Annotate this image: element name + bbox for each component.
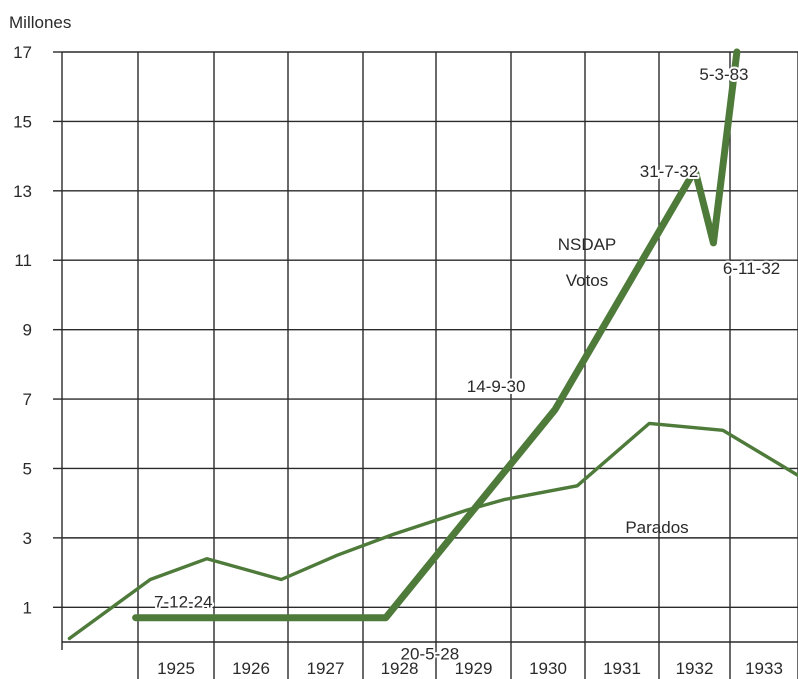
series-line-nsdap [132, 48, 741, 622]
x-year-label: 1925 [157, 659, 195, 678]
series-label-parados: Parados [625, 518, 688, 537]
series-line-parados [67, 421, 798, 641]
series-label-nsdap: NSDAP [558, 235, 617, 254]
date-annotation: 31-7-32 [640, 162, 699, 181]
date-annotation: 5-3-83 [699, 65, 748, 84]
x-year-label: 1927 [307, 659, 345, 678]
x-year-label: 1933 [745, 659, 783, 678]
x-year-label: 1929 [455, 659, 493, 678]
x-year-label: 1928 [381, 659, 419, 678]
y-tick-label: 17 [13, 43, 32, 62]
date-annotation: 14-9-30 [467, 377, 526, 396]
date-annotation: 7-12-24 [154, 592, 213, 611]
y-axis-label: Millones [9, 13, 71, 32]
x-year-label: 1926 [232, 659, 270, 678]
date-annotation: 20-5-28 [401, 644, 460, 663]
y-tick-label: 1 [23, 598, 32, 617]
y-tick-label: 9 [23, 321, 32, 340]
y-tick-label: 3 [23, 529, 32, 548]
grid [53, 51, 798, 679]
y-tick-label: 13 [13, 182, 32, 201]
y-tick-label: 15 [13, 112, 32, 131]
series-layer [67, 48, 798, 641]
y-tick-label: 7 [23, 390, 32, 409]
y-tick-label: 11 [14, 251, 32, 270]
series-label-votos: Votos [566, 271, 609, 290]
date-annotation: 6-11-32 [723, 259, 780, 278]
x-year-label: 1931 [603, 659, 641, 678]
x-year-label: 1930 [529, 659, 567, 678]
x-year-label: 1932 [676, 659, 714, 678]
y-tick-label: 5 [23, 459, 32, 478]
